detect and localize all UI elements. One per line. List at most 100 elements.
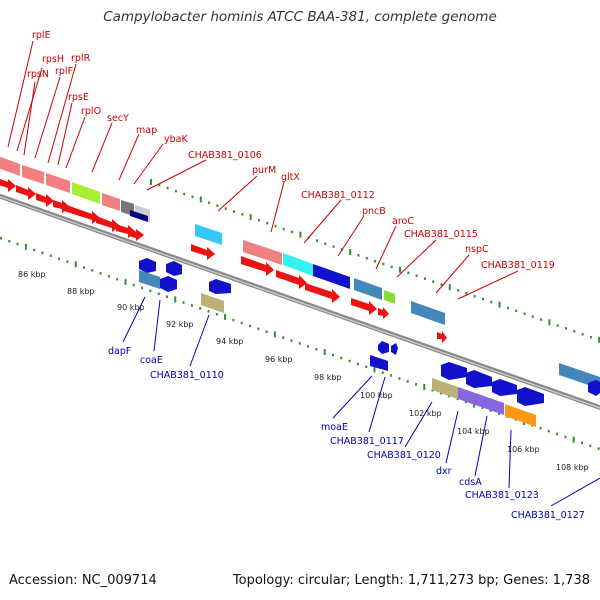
tick-mark — [356, 362, 359, 366]
tick-mark — [349, 249, 352, 256]
tick-mark — [99, 272, 102, 275]
tick-mark — [33, 248, 36, 252]
forward-gene-arrows-dark — [130, 210, 148, 222]
tick-mark — [523, 312, 526, 315]
tick-mark — [91, 269, 94, 272]
tick-mark — [382, 262, 385, 266]
tick-mark — [199, 196, 202, 203]
tick-mark — [8, 239, 11, 243]
tick-mark — [415, 383, 417, 386]
tick-mark — [290, 339, 293, 342]
gene-label-CHAB381_0106: CHAB381_0106 — [188, 150, 262, 161]
tick-mark — [58, 257, 61, 260]
gene-label-ybaK: ybaK — [164, 134, 188, 145]
tick-mark — [207, 310, 210, 313]
tick-mark — [249, 324, 251, 328]
tick-mark — [398, 377, 401, 380]
kbp-label: 104 kbp — [457, 427, 490, 436]
accession-text: Accession: NC_009714 — [9, 573, 157, 588]
gene-label-cdsA: cdsA — [459, 477, 482, 488]
gene-label-CHAB381_0117: CHAB381_0117 — [330, 436, 404, 447]
genome-backbone — [0, 193, 600, 410]
tick-mark — [257, 327, 260, 331]
tick-mark — [548, 319, 551, 326]
tick-mark — [174, 189, 177, 193]
tick-mark — [141, 286, 144, 290]
gene-label-rplR: rplR — [71, 53, 91, 64]
tick-mark — [215, 313, 218, 316]
tick-mark — [589, 444, 592, 447]
tick-mark — [489, 409, 492, 412]
tick-mark — [348, 359, 351, 363]
gene-label-rplF: rplF — [55, 66, 73, 77]
tick-mark — [556, 432, 559, 436]
reverse-gene-arrows — [139, 258, 600, 427]
tick-mark — [556, 324, 559, 327]
forward-leader-lines — [7, 40, 519, 300]
tick-mark — [16, 242, 19, 246]
reverse-gene-labels: dapF coaE CHAB381_0110 moaE CHAB381_0117… — [108, 346, 585, 521]
gene-label-pncB: pncB — [362, 206, 386, 217]
tick-mark — [423, 277, 426, 280]
tick-mark — [324, 242, 327, 245]
gene-label-purM: purM — [252, 165, 276, 176]
tick-mark — [498, 412, 500, 415]
tick-mark — [233, 210, 235, 213]
gene-label-gltX: gltX — [281, 172, 300, 183]
tick-mark — [390, 374, 393, 377]
coordinate-tick-rows — [0, 179, 600, 450]
tick-mark — [166, 186, 169, 190]
tick-mark — [572, 436, 575, 443]
tick-mark — [150, 179, 152, 185]
gene-label-moaE: moaE — [321, 422, 348, 433]
tick-mark — [473, 295, 476, 298]
tick-mark — [531, 315, 534, 318]
tick-mark — [457, 289, 460, 292]
forward-cog-row — [0, 156, 600, 389]
tick-mark — [565, 327, 567, 330]
tick-mark — [266, 221, 269, 225]
tick-mark — [208, 201, 211, 204]
tick-mark — [439, 391, 442, 395]
gene-label-aroC: aroC — [392, 216, 414, 227]
tick-mark — [174, 296, 177, 303]
kbp-label: 96 kbp — [265, 355, 293, 364]
tick-mark — [282, 336, 285, 339]
tick-mark — [540, 318, 543, 321]
gene-label-coaE: coaE — [140, 355, 163, 366]
gene-label-rpsN: rpsN — [27, 69, 49, 80]
tick-mark — [83, 266, 85, 269]
tick-mark — [589, 335, 592, 339]
gene-label-CHAB381_0115: CHAB381_0115 — [404, 229, 478, 240]
tick-mark — [456, 397, 459, 401]
tick-mark — [432, 280, 435, 283]
tick-mark — [482, 297, 484, 301]
tick-mark — [332, 245, 335, 248]
tick-mark — [365, 257, 368, 260]
kbp-label: 88 kbp — [67, 287, 95, 296]
tick-mark — [597, 447, 600, 450]
tick-mark — [257, 219, 260, 222]
tick-mark — [573, 330, 576, 333]
kbp-label: 90 kbp — [117, 303, 145, 312]
tick-mark — [448, 394, 451, 398]
tick-mark — [440, 283, 443, 286]
tick-mark — [183, 192, 186, 196]
tick-mark — [265, 330, 268, 333]
gene-label-dxr: dxr — [436, 466, 452, 477]
tick-mark — [132, 283, 135, 287]
tick-mark — [399, 266, 401, 273]
tick-mark — [232, 318, 235, 322]
tick-mark — [158, 183, 161, 187]
tick-mark — [157, 292, 160, 295]
gene-label-CHAB381_0127: CHAB381_0127 — [511, 510, 585, 521]
tick-mark — [340, 356, 343, 360]
tick-mark — [365, 365, 368, 369]
gene-label-rpsH: rpsH — [42, 54, 64, 65]
tick-mark — [191, 195, 194, 199]
tick-mark — [448, 284, 451, 291]
tick-mark — [241, 213, 244, 216]
tick-mark — [323, 349, 326, 355]
tick-mark — [406, 380, 409, 383]
tick-mark — [224, 207, 227, 210]
